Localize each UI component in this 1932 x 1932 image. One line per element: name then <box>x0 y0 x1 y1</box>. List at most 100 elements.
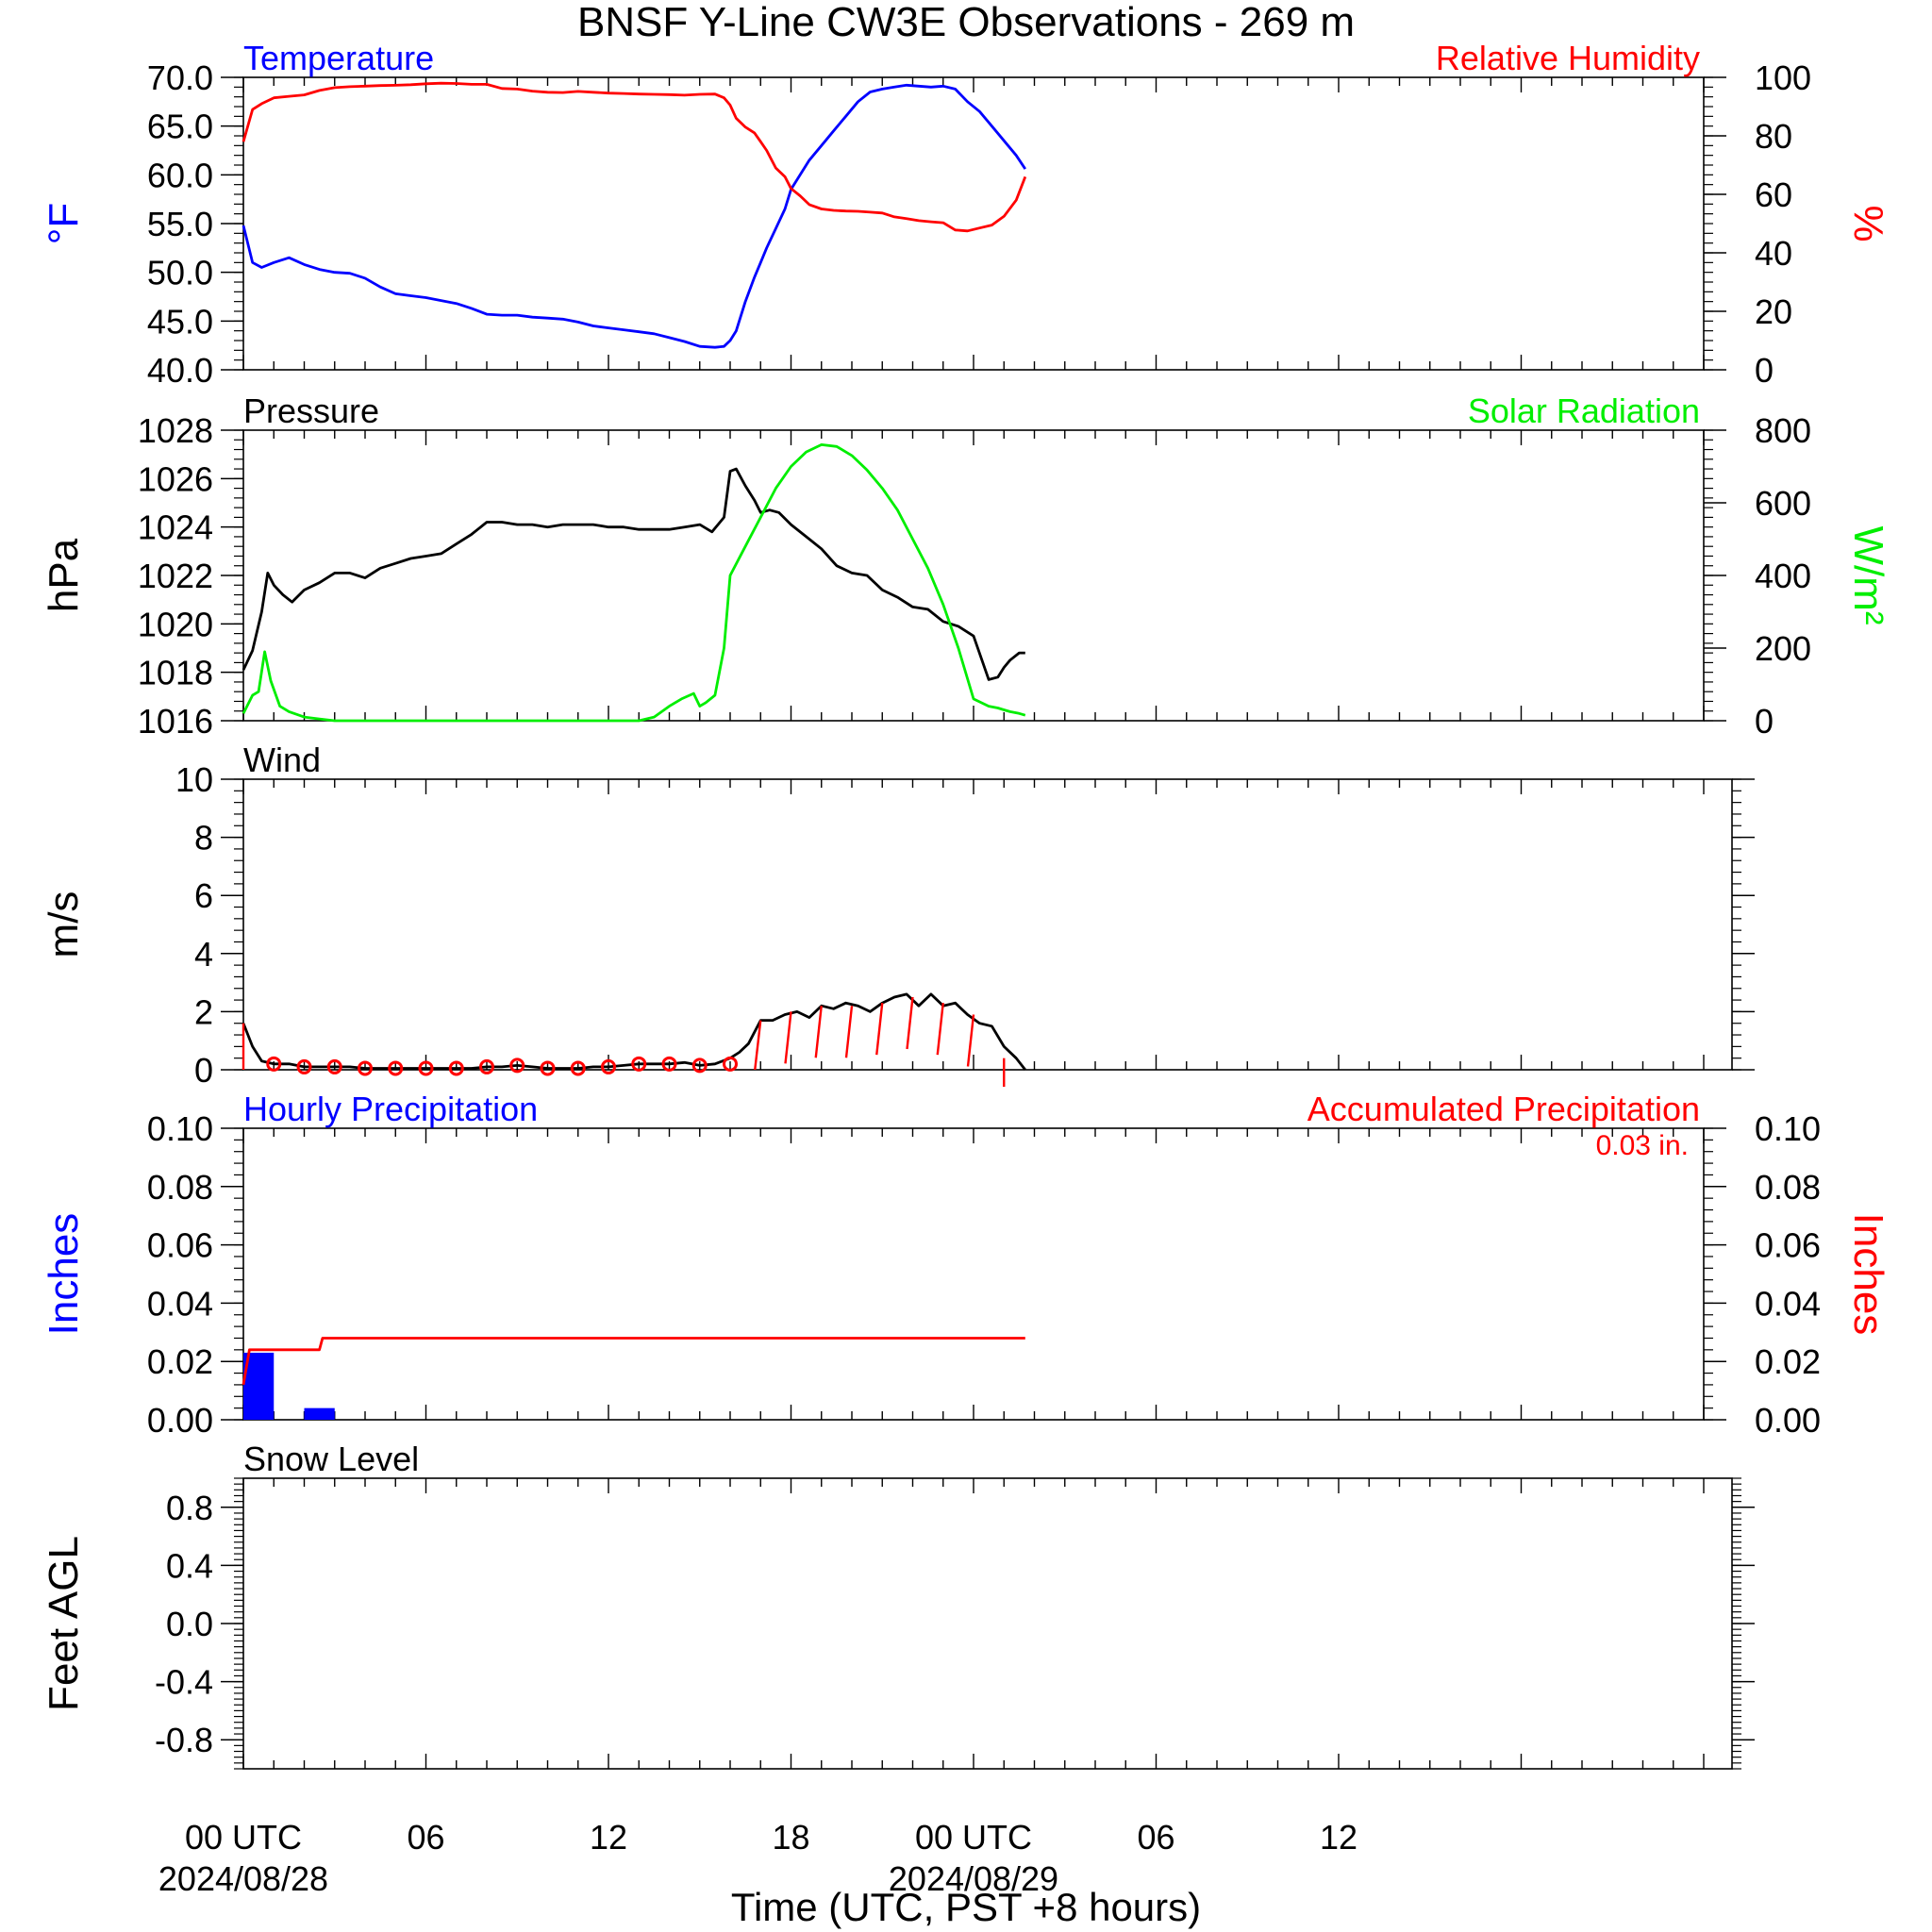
y-tick-label-left: 1024 <box>138 508 213 547</box>
y-tick-label-right: 40 <box>1755 234 1792 273</box>
calm-wind-marker <box>509 1058 525 1074</box>
y-tick-label-left: 1016 <box>138 702 213 741</box>
y-tick-label-right: 80 <box>1755 117 1792 156</box>
precip-bar <box>304 1407 335 1420</box>
y-tick-label-right: 0 <box>1755 351 1774 390</box>
y-tick-label-left: 6 <box>194 876 213 915</box>
time-tick-label: 06 <box>1137 1818 1174 1857</box>
calm-wind-marker <box>723 1056 738 1072</box>
relative-humidity-line <box>242 81 1027 233</box>
y-tick-label-left: 55.0 <box>147 205 213 243</box>
calm-wind-marker <box>358 1060 373 1076</box>
date-tick-label: 2024/08/28 <box>158 1859 328 1898</box>
y-tick-label-left: 0.00 <box>147 1401 213 1440</box>
y-tick-label-left: 60.0 <box>147 156 213 194</box>
temperature-line <box>242 83 1026 349</box>
wind-barb <box>966 1014 975 1067</box>
y-tick-label-left: 0 <box>194 1051 213 1090</box>
panel-title-left: Wind <box>243 741 321 779</box>
y-tick-label-right: 0.04 <box>1755 1284 1821 1323</box>
calm-wind-marker <box>631 1056 647 1072</box>
panel-title-left: Temperature <box>243 39 434 77</box>
y-tick-label-right: 600 <box>1755 484 1811 523</box>
y-tick-label-left: 4 <box>194 935 213 974</box>
y-tick-label-right: 0.10 <box>1755 1109 1821 1148</box>
x-axis-label: Time (UTC, PST +8 hours) <box>731 1885 1201 1929</box>
y-axis-label-left: hPa <box>41 538 87 612</box>
y-tick-label-left: 50.0 <box>147 254 213 292</box>
y-tick-label-left: 2 <box>194 992 213 1031</box>
y-axis-label-right: % <box>1845 205 1891 242</box>
panel-snow-level: -0.8 -0.4 0.0 0.4 0.8 Snow Level Feet AGL <box>41 1440 1755 1770</box>
y-tick-label-left: 0.04 <box>147 1284 213 1323</box>
y-tick-label-left: 0.02 <box>147 1342 213 1381</box>
calm-wind-marker <box>691 1058 708 1074</box>
y-tick-label-right: 200 <box>1755 629 1811 668</box>
y-tick-label-left: 45.0 <box>147 302 213 341</box>
calm-wind-marker <box>601 1058 616 1074</box>
y-axis-label-left: °F <box>41 203 87 244</box>
panel-title-right: Relative Humidity <box>1436 39 1700 77</box>
solar-radiation-line <box>242 442 1026 723</box>
calm-wind-marker <box>570 1060 586 1076</box>
y-tick-label-right: 0.06 <box>1755 1226 1821 1265</box>
y-tick-label-right: 100 <box>1755 58 1811 97</box>
panel-title-left: Hourly Precipitation <box>243 1090 538 1128</box>
y-tick-label-left: 1022 <box>138 557 213 595</box>
y-tick-label-left: 10 <box>175 760 213 799</box>
wind-barb <box>814 1006 823 1058</box>
time-tick-label: 18 <box>772 1818 809 1857</box>
time-tick-label: 00 UTC <box>915 1818 1032 1857</box>
y-tick-label-left: 70.0 <box>147 58 213 97</box>
y-tick-label-left: 1020 <box>138 605 213 643</box>
panel-pressure-solar: 1016 1018 1020 1022 1024 1026 1028 0 200 400 600 80… <box>41 391 1891 741</box>
y-tick-label-right: 60 <box>1755 175 1792 214</box>
y-axis-label-right: Inches <box>1845 1213 1891 1336</box>
wind-line <box>242 992 1026 1071</box>
panel-title-right: Solar Radiation <box>1468 391 1700 430</box>
y-tick-label-left: 0.4 <box>166 1546 213 1585</box>
precip-bar <box>243 1352 275 1420</box>
calm-wind-marker <box>326 1058 342 1074</box>
y-tick-label-left: 0.08 <box>147 1168 213 1207</box>
accumulated-total-label: 0.03 in. <box>1596 1130 1689 1161</box>
y-tick-label-left: 0.8 <box>166 1489 213 1527</box>
accumulated-precipitation-line <box>242 1337 1025 1386</box>
calm-wind-marker <box>388 1060 404 1076</box>
y-axis-label-right: W/m² <box>1845 525 1891 625</box>
panel-title-left: Snow Level <box>243 1440 419 1478</box>
y-tick-label-left: 1018 <box>138 654 213 692</box>
calm-wind-marker <box>448 1060 464 1076</box>
panel-title-left: Pressure <box>243 391 379 430</box>
y-tick-label-left: 1028 <box>138 411 213 450</box>
time-tick-label: 12 <box>590 1818 627 1857</box>
y-axis-label-left: m/s <box>41 891 87 958</box>
y-axis-label-left: Feet AGL <box>41 1536 87 1711</box>
wind-barb <box>906 996 914 1050</box>
figure-title: BNSF Y-Line CW3E Observations - 269 m <box>577 0 1355 45</box>
panel-wind: 0 2 4 6 8 10 Wind m/s <box>41 741 1755 1090</box>
calm-wind-marker <box>296 1058 312 1074</box>
y-tick-label-left: -0.4 <box>155 1663 213 1702</box>
wind-barb <box>754 1020 762 1071</box>
panel-temperature-humidity: 40.0 45.0 50.0 55.0 60.0 65.0 70.0 0 20 40 60 80 100… <box>41 39 1891 390</box>
y-tick-label-left: 65.0 <box>147 108 213 146</box>
y-tick-label-right: 800 <box>1755 411 1811 450</box>
wind-barb <box>784 1011 792 1064</box>
y-tick-label-right: 0.08 <box>1755 1168 1821 1207</box>
time-tick-label: 00 UTC <box>185 1818 302 1857</box>
y-tick-label-left: 0.06 <box>147 1226 213 1265</box>
time-tick-label: 06 <box>407 1818 444 1857</box>
panels: 40.045.050.055.060.065.070.0020406080100… <box>41 39 1891 1770</box>
y-tick-label-right: 20 <box>1755 292 1792 331</box>
panel-precipitation: 0.00 0.02 0.04 0.06 0.08 0.10 0.00 0.02 0.04 0.06… <box>41 1090 1891 1440</box>
date-tick-label: 2024/08/29 <box>889 1859 1058 1898</box>
y-tick-label-right: 0.00 <box>1755 1401 1821 1440</box>
calm-wind-marker <box>540 1060 556 1076</box>
y-tick-label-left: 40.0 <box>147 351 213 390</box>
wind-barb <box>875 1003 884 1056</box>
y-tick-label-left: 8 <box>194 819 213 858</box>
